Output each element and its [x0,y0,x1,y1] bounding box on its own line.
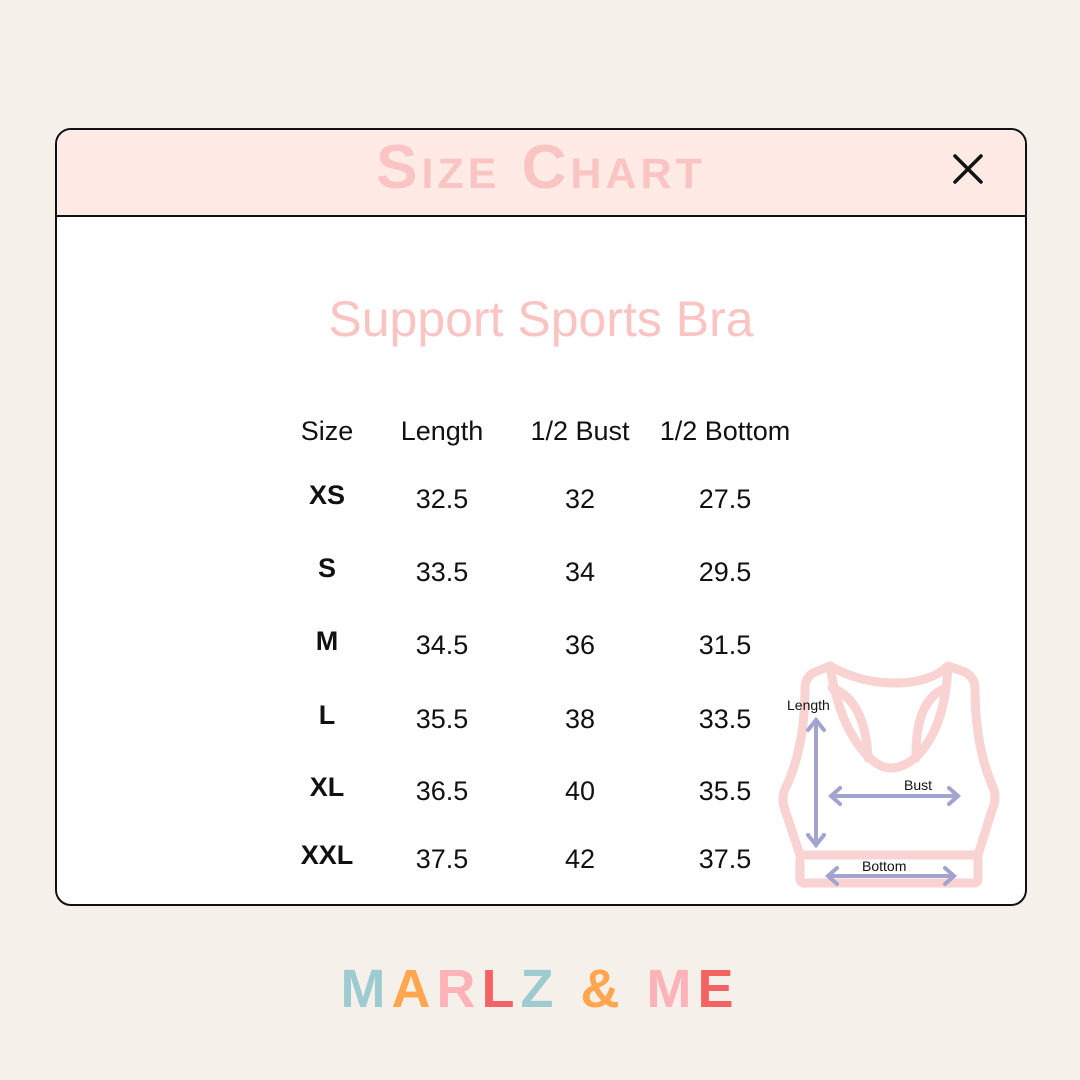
logo-letter: A [391,959,437,1019]
logo-letter: L [481,959,521,1019]
logo-letter: & [580,959,626,1019]
measurement-cell: 37.5 [698,844,752,874]
size-label: L [318,700,336,730]
logo-letter: M [340,959,392,1019]
column-header: Size [300,416,354,446]
measurement-cell: 38 [564,704,596,734]
measurement-cell: 34 [564,557,596,587]
measurement-cell: 35.5 [415,704,469,734]
modal-title: Size Chart [376,133,706,202]
measurement-cell: 33.5 [415,557,469,587]
measurement-cell: 34.5 [415,630,469,660]
measurement-cell: 32.5 [415,484,469,514]
measurement-cell: 32 [564,484,596,514]
logo-letter [625,959,646,1019]
size-label: XS [308,480,346,510]
logo-letter: Z [520,959,560,1019]
measurement-cell: 42 [564,844,596,874]
measurement-cell: 37.5 [415,844,469,874]
measurement-cell: 40 [564,776,596,806]
size-label: S [317,553,337,583]
measurement-cell: 35.5 [698,776,752,806]
close-icon[interactable] [951,152,985,186]
measurement-cell: 36 [564,630,596,660]
measurement-cell: 33.5 [698,704,752,734]
bust-label: Bust [904,777,932,793]
brand-logo: MARLZ & ME [0,958,1080,1020]
bottom-arrow [824,866,958,886]
measurement-cell: 36.5 [415,776,469,806]
length-label: Length [787,697,830,713]
product-name: Support Sports Bra [328,291,754,347]
logo-letter: E [697,959,740,1019]
size-label: M [315,626,339,656]
logo-letter: R [436,959,482,1019]
bottom-label: Bottom [862,858,906,874]
bust-arrow [827,786,962,806]
column-header: 1/2 Bust [530,416,630,446]
measurement-cell: 29.5 [698,557,752,587]
measurement-cell: 27.5 [698,484,752,514]
sports-bra-diagram: Length Bust Bottom [778,661,1000,888]
measurement-cell: 31.5 [698,630,752,660]
column-header: Length [400,416,484,446]
logo-letter: M [646,959,698,1019]
modal-header: Size Chart [57,130,1025,217]
size-chart-modal: Size Chart Support Sports Bra [55,128,1027,906]
bra-outline [778,661,1000,860]
size-label: XXL [300,840,354,870]
length-arrow [806,716,826,849]
column-header: 1/2 Bottom [659,416,791,446]
logo-letter [559,959,580,1019]
size-label: XL [309,772,345,802]
